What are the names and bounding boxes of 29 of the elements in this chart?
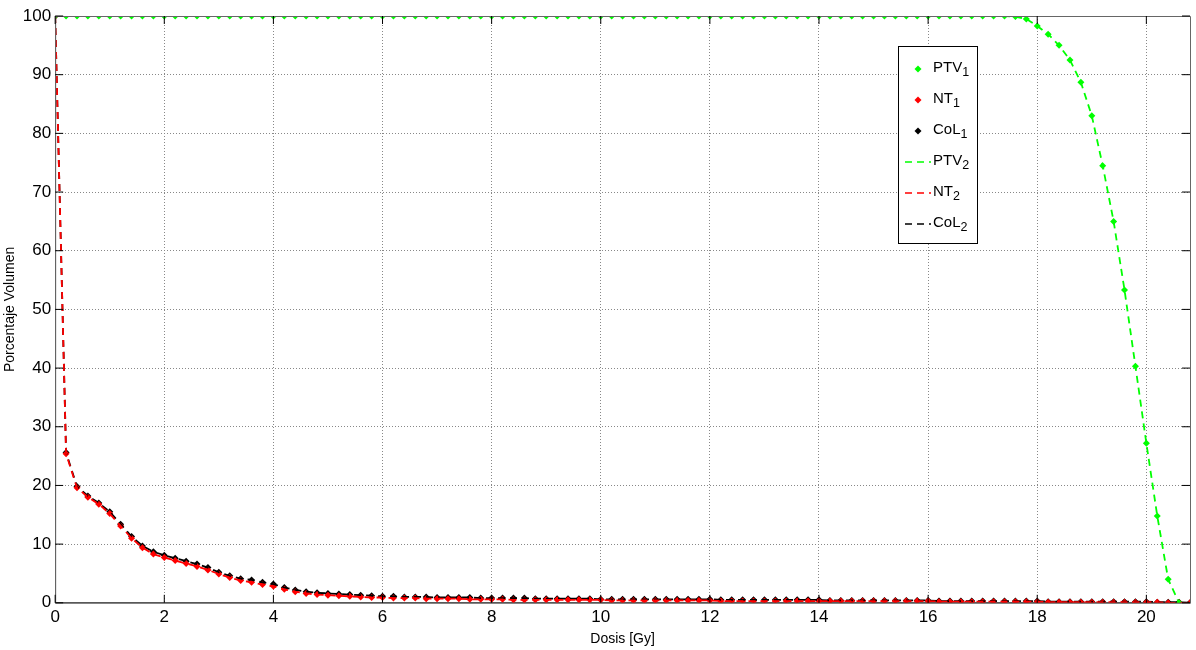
x-tick-label: 12 (700, 606, 720, 626)
x-axis-title: Dosis [Gy] (590, 630, 655, 647)
y-tick-label: 50 (32, 299, 52, 319)
y-tick-label: 80 (32, 123, 52, 143)
legend-label: CoL$_{1}$ (933, 120, 968, 141)
legend-label: CoL$_{2}$ (933, 213, 968, 234)
y-tick-label: 20 (32, 475, 52, 495)
y-tick-label: 30 (32, 416, 52, 436)
legend-label: NT$_{1}$ (933, 89, 960, 110)
legend-label: NT$_{2}$ (933, 182, 960, 203)
x-tick-label: 2 (159, 606, 170, 626)
y-axis-title: Porcentaje Volumen (1, 246, 18, 373)
y-tick-label: 40 (32, 357, 52, 377)
x-tick-label: 6 (377, 606, 388, 626)
legend-label: PTV$_{1}$ (933, 58, 970, 79)
x-tick-label: 10 (591, 606, 611, 626)
x-tick-label: 16 (918, 606, 938, 626)
y-tick-label: 60 (32, 240, 52, 260)
y-tick-label: 10 (32, 533, 52, 553)
x-tick-label: 14 (809, 606, 829, 626)
x-tick-label: 20 (1136, 606, 1156, 626)
y-tick-label: 70 (32, 181, 52, 201)
legend-label: PTV$_{2}$ (933, 151, 970, 172)
y-tick-label: 0 (41, 592, 52, 612)
y-tick-label: 100 (22, 5, 52, 25)
x-tick-label: 8 (486, 606, 497, 626)
y-tick-label: 90 (32, 64, 52, 84)
x-tick-label: 18 (1027, 606, 1047, 626)
x-tick-label: 4 (268, 606, 279, 626)
